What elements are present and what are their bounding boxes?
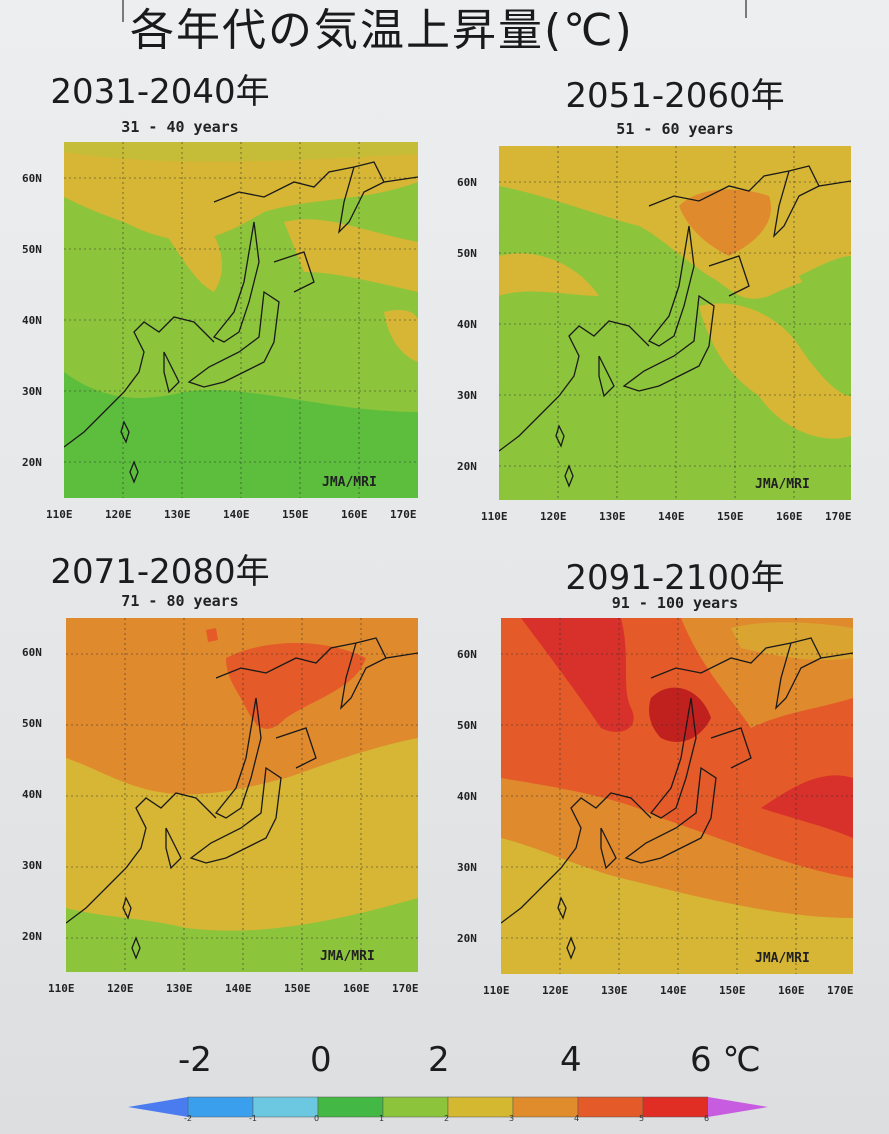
lat-label-30n: 30N [457, 389, 477, 402]
lat-label-40n: 40N [457, 790, 477, 803]
lat-label-30n: 30N [22, 385, 42, 398]
title-bracket-left [122, 0, 124, 22]
map-panel-2031-2040: 2031-2040年 31 - 40 years JMA/MR [20, 58, 420, 528]
colorbar-tick-label: 2 [444, 1114, 449, 1122]
colorbar-segment [642, 1096, 709, 1118]
lat-label-40n: 40N [22, 788, 42, 801]
lat-label-50n: 50N [22, 717, 42, 730]
lon-label-140e: 140E [658, 510, 685, 523]
colorbar-label-4: 4 [560, 1040, 582, 1080]
map-credit: JMA/MRI [320, 949, 375, 964]
lon-label-140e: 140E [225, 982, 252, 995]
lon-label-120e: 120E [540, 510, 567, 523]
lon-label-170e: 170E [825, 510, 852, 523]
panel-decade-label: 2051-2060年 [565, 76, 785, 116]
panel-decade-label: 2031-2040年 [50, 72, 270, 112]
panel-years-subtitle: 31 - 40 years [121, 118, 239, 136]
map-panel-2051-2060: 2051-2060年 51 - 60 years JMA/MRI [455, 58, 855, 528]
lat-label-50n: 50N [22, 243, 42, 256]
panel-decade-label: 2091-2100年 [565, 558, 785, 598]
lon-label-130e: 130E [599, 510, 626, 523]
lat-label-20n: 20N [457, 932, 477, 945]
colorbar-tick-label: 5 [639, 1114, 644, 1122]
colorbar-segment [382, 1096, 449, 1118]
map-panel-2071-2080: 2071-2080年 71 - 80 years JMA/MRI 60N [20, 530, 420, 1000]
colorbar-segment [317, 1096, 384, 1118]
lon-label-160e: 160E [776, 510, 803, 523]
colorbar-segment [187, 1096, 254, 1118]
lon-label-160e: 160E [341, 508, 368, 521]
lon-label-130e: 130E [164, 508, 191, 521]
lat-label-60n: 60N [22, 646, 42, 659]
lat-label-50n: 50N [457, 247, 477, 260]
panel-years-subtitle: 91 - 100 years [611, 594, 739, 612]
lon-label-110e: 110E [481, 510, 508, 523]
colorbar-segment [512, 1096, 579, 1118]
lon-label-110e: 110E [483, 984, 510, 997]
lon-label-110e: 110E [46, 508, 73, 521]
lon-label-150e: 150E [719, 984, 746, 997]
lon-label-140e: 140E [223, 508, 250, 521]
page-title: 各年代の気温上昇量(℃) [130, 5, 634, 56]
lon-label-160e: 160E [343, 982, 370, 995]
lon-label-120e: 120E [105, 508, 132, 521]
lat-label-30n: 30N [457, 861, 477, 874]
lon-label-170e: 170E [390, 508, 417, 521]
lon-label-120e: 120E [542, 984, 569, 997]
colorbar-segment [577, 1096, 644, 1118]
lat-label-50n: 50N [457, 719, 477, 732]
colorbar-extend-right [708, 1097, 768, 1117]
colorbar-label-0: 0 [310, 1040, 332, 1080]
temperature-map-2071-2080: JMA/MRI [66, 618, 418, 972]
colorbar-tick-label: 6 [704, 1114, 709, 1122]
colorbar-segment [447, 1096, 514, 1118]
colorbar-label-minus2: -2 [178, 1040, 212, 1080]
temperature-colorbar: -2 -1 0 1 2 3 4 5 6 [128, 1096, 768, 1122]
lat-label-60n: 60N [457, 648, 477, 661]
lat-label-20n: 20N [457, 460, 477, 473]
colorbar-tick-label: 3 [509, 1114, 514, 1122]
lat-label-40n: 40N [457, 318, 477, 331]
colorbar-tick-label: 4 [574, 1114, 579, 1122]
title-bracket-right [745, 0, 747, 18]
lon-label-120e: 120E [107, 982, 134, 995]
colorbar-label-6c: 6 ℃ [690, 1040, 761, 1080]
colorbar-extend-left [128, 1097, 188, 1117]
lon-label-170e: 170E [392, 982, 419, 995]
lat-label-20n: 20N [22, 456, 42, 469]
lon-label-170e: 170E [827, 984, 854, 997]
panel-years-subtitle: 71 - 80 years [121, 592, 239, 610]
colorbar-tick-label: 0 [314, 1114, 319, 1122]
lat-label-60n: 60N [457, 176, 477, 189]
lat-label-40n: 40N [22, 314, 42, 327]
map-credit: JMA/MRI [755, 477, 810, 492]
lon-label-160e: 160E [778, 984, 805, 997]
panel-decade-label: 2071-2080年 [50, 552, 270, 592]
colorbar-label-2: 2 [428, 1040, 450, 1080]
panel-years-subtitle: 51 - 60 years [616, 120, 734, 138]
colorbar-tick-label: -1 [249, 1114, 257, 1122]
temperature-map-2051-2060: JMA/MRI [499, 146, 851, 500]
lon-label-130e: 130E [601, 984, 628, 997]
map-panel-2091-2100: 2091-2100年 91 - 100 years [455, 530, 855, 1000]
lon-label-150e: 150E [717, 510, 744, 523]
colorbar-tick-label: -2 [184, 1114, 192, 1122]
lat-label-60n: 60N [22, 172, 42, 185]
lon-label-150e: 150E [282, 508, 309, 521]
temperature-map-2031-2040: JMA/MRI [64, 142, 418, 498]
lon-label-110e: 110E [48, 982, 75, 995]
lon-label-150e: 150E [284, 982, 311, 995]
colorbar-labels: -2 0 2 4 6 ℃ [0, 1040, 889, 1084]
colorbar-tick-label: 1 [379, 1114, 384, 1122]
map-credit: JMA/MRI [322, 475, 377, 490]
lat-label-30n: 30N [22, 859, 42, 872]
map-credit: JMA/MRI [755, 951, 810, 966]
lon-label-140e: 140E [660, 984, 687, 997]
lat-label-20n: 20N [22, 930, 42, 943]
temperature-map-2091-2100: JMA/MRI [501, 618, 853, 974]
lon-label-130e: 130E [166, 982, 193, 995]
colorbar-segment [252, 1096, 319, 1118]
